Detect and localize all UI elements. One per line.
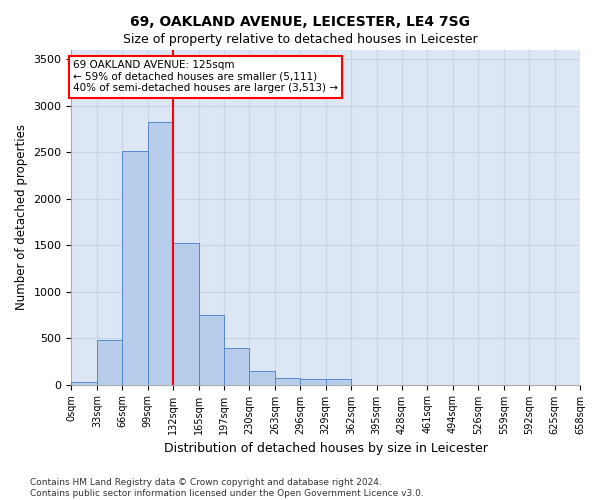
Bar — [199, 315, 224, 384]
Bar — [173, 244, 199, 384]
Text: 69 OAKLAND AVENUE: 125sqm
← 59% of detached houses are smaller (5,111)
40% of se: 69 OAKLAND AVENUE: 125sqm ← 59% of detac… — [73, 60, 338, 94]
X-axis label: Distribution of detached houses by size in Leicester: Distribution of detached houses by size … — [164, 442, 488, 455]
Text: Contains HM Land Registry data © Crown copyright and database right 2024.
Contai: Contains HM Land Registry data © Crown c… — [30, 478, 424, 498]
Bar — [275, 378, 300, 384]
Y-axis label: Number of detached properties: Number of detached properties — [15, 124, 28, 310]
Text: 69, OAKLAND AVENUE, LEICESTER, LE4 7SG: 69, OAKLAND AVENUE, LEICESTER, LE4 7SG — [130, 15, 470, 29]
Bar — [326, 380, 351, 384]
Bar — [122, 152, 148, 384]
Text: Size of property relative to detached houses in Leicester: Size of property relative to detached ho… — [122, 32, 478, 46]
Bar — [224, 348, 250, 384]
Bar — [250, 371, 275, 384]
Bar — [71, 382, 97, 384]
Bar — [97, 340, 122, 384]
Bar — [300, 380, 326, 384]
Bar — [148, 122, 173, 384]
